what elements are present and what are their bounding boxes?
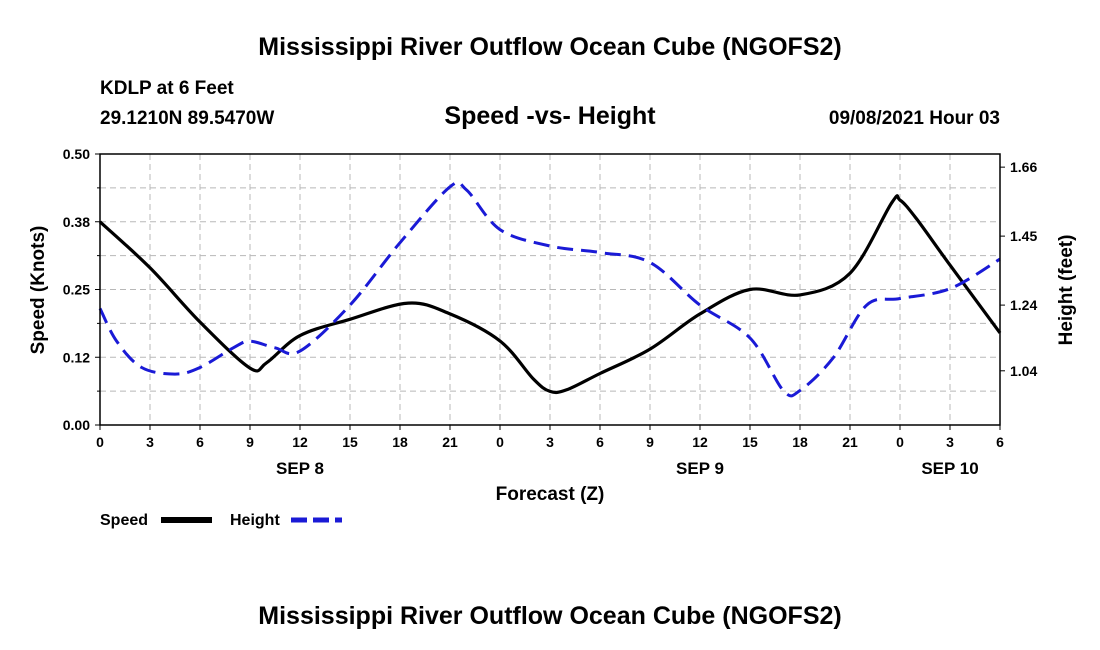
x-axis-label: Forecast (Z) — [496, 484, 605, 505]
x-tick-label: 0 — [496, 434, 504, 450]
x-tick-label: 0 — [896, 434, 904, 450]
y-right-tick-label: 1.04 — [1010, 363, 1037, 379]
x-tick-label: 6 — [596, 434, 604, 450]
day-label: SEP 9 — [676, 459, 724, 478]
chart-subtitle: Speed -vs- Height — [444, 102, 656, 130]
x-tick-label: 12 — [292, 434, 308, 450]
y-left-tick-label: 0.00 — [63, 417, 90, 433]
axes: 0 3 6 9 12 15 18 21 0 3 6 9 12 15 18 21 0 3 6 SEP 8 SEP 9 SEP… — [63, 146, 1038, 478]
footer-title: Mississippi River Outflow Ocean Cube (NG… — [258, 602, 841, 630]
x-tick-label: 0 — [96, 434, 104, 450]
x-tick-label: 6 — [996, 434, 1004, 450]
x-tick-label: 21 — [442, 434, 458, 450]
x-tick-label: 9 — [246, 434, 254, 450]
x-tick-label: 3 — [946, 434, 954, 450]
y-left-tick-label: 0.25 — [63, 282, 90, 298]
y-right-tick-label: 1.24 — [1010, 297, 1037, 313]
coordinates-label: 29.1210N 89.5470W — [100, 108, 274, 129]
x-tick-label: 3 — [546, 434, 554, 450]
y-left-tick-label: 0.50 — [63, 146, 90, 162]
day-label: SEP 8 — [276, 459, 324, 478]
chart-title: Mississippi River Outflow Ocean Cube (NG… — [258, 33, 841, 61]
x-tick-label: 6 — [196, 434, 204, 450]
x-tick-label: 15 — [742, 434, 758, 450]
legend-height-label: Height — [230, 512, 280, 529]
y-axis-left-label: Speed (Knots) — [28, 226, 49, 355]
y-right-tick-label: 1.45 — [1010, 228, 1037, 244]
x-tick-label: 9 — [646, 434, 654, 450]
y-left-tick-label: 0.38 — [63, 214, 90, 230]
day-label: SEP 10 — [921, 459, 978, 478]
grid — [100, 153, 1000, 426]
speed-series-line — [98, 194, 1002, 395]
x-tick-label: 18 — [792, 434, 808, 450]
legend-speed-label: Speed — [100, 512, 148, 529]
station-label: KDLP at 6 Feet — [100, 78, 234, 99]
x-tick-label: 18 — [392, 434, 408, 450]
height-series-line — [98, 180, 1001, 398]
legend: Speed Height — [100, 512, 342, 529]
x-tick-label: 15 — [342, 434, 358, 450]
x-tick-label: 3 — [146, 434, 154, 450]
y-left-tick-label: 0.12 — [63, 349, 90, 365]
y-right-tick-label: 1.66 — [1010, 159, 1037, 175]
forecast-datetime: 09/08/2021 Hour 03 — [829, 108, 1000, 129]
x-tick-label: 21 — [842, 434, 858, 450]
x-tick-label: 12 — [692, 434, 708, 450]
y-axis-right-label: Height (feet) — [1056, 235, 1077, 346]
series-lines — [98, 180, 1002, 398]
